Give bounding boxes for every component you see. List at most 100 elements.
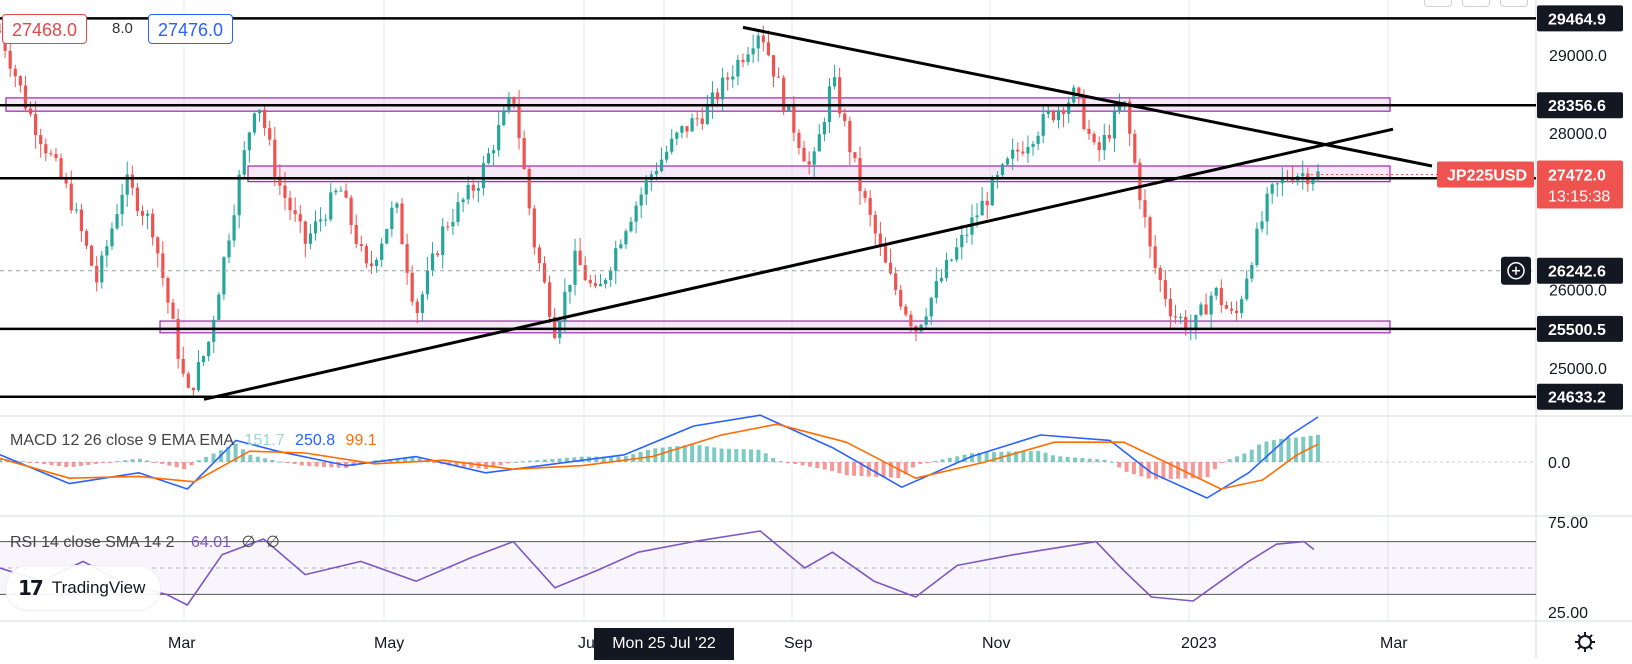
candle [522, 138, 526, 169]
candle [100, 255, 104, 283]
rsi-extra-1: ∅ [241, 534, 256, 551]
rising-trendline[interactable] [203, 127, 1394, 401]
level-price-text: 29464.9 [1548, 11, 1606, 28]
macd-histogram-bar [1117, 462, 1122, 468]
macd-histogram-bar [741, 449, 746, 462]
macd-histogram-bar [675, 446, 680, 462]
macd-histogram-bar [756, 449, 761, 462]
level-price-label [1537, 5, 1623, 32]
candle [390, 207, 394, 230]
macd-histogram-bar [690, 444, 695, 462]
toolbar-button[interactable] [1500, 0, 1528, 7]
candle [1214, 287, 1218, 296]
sell-price-button[interactable]: 27468.0 [2, 14, 88, 44]
candle [1117, 106, 1122, 112]
candle [1112, 111, 1117, 139]
candle [135, 187, 139, 212]
macd-histogram-bar [152, 462, 157, 463]
candle [812, 151, 816, 165]
macd-histogram-bar [1006, 451, 1011, 462]
gear-icon[interactable] [1578, 635, 1592, 649]
macd-histogram-bar [1139, 462, 1144, 477]
candle [1260, 221, 1264, 229]
macd-histogram-bar [167, 462, 172, 466]
macd-histogram-bar [123, 460, 128, 462]
level-price-label [1537, 92, 1623, 119]
macd-histogram-bar [395, 458, 400, 462]
candle [980, 200, 984, 216]
macd-histogram-bar [255, 456, 260, 462]
macd-histogram-bar [564, 457, 569, 462]
countdown-text: 13:15:38 [1548, 188, 1610, 205]
support-resistance-zone[interactable] [159, 320, 1391, 334]
candle [1021, 151, 1025, 154]
macd-histogram-bar [417, 457, 422, 462]
macd-histogram-bar [785, 462, 790, 463]
spread-value: 8.0 [112, 20, 133, 37]
candle [1046, 111, 1050, 115]
logo-text: TradingView [51, 578, 146, 597]
candle [466, 184, 470, 200]
macd-histogram-bar [704, 446, 709, 462]
candle [344, 190, 348, 198]
macd-histogram-bar [1183, 462, 1188, 479]
candle [217, 294, 221, 320]
candle [527, 168, 531, 209]
macd-histogram-bar [137, 458, 142, 462]
candle [181, 358, 185, 374]
candle [425, 270, 430, 295]
tradingview-logo[interactable]: 17 TradingView [6, 566, 160, 610]
level-price-label [1537, 315, 1623, 342]
candle [263, 109, 267, 129]
macd-histogram-bar [1198, 462, 1203, 478]
candle [1280, 177, 1284, 184]
macd-histogram-bar [454, 462, 459, 467]
candle [400, 203, 404, 245]
candle [746, 54, 750, 63]
falling-trendline[interactable] [742, 25, 1433, 168]
macd-histogram-bar [233, 443, 238, 462]
macd-histogram-bar [20, 461, 25, 463]
candle [1229, 308, 1234, 311]
candle [252, 113, 257, 133]
macd-histogram-bar [329, 462, 334, 468]
candle [120, 194, 124, 215]
macd-histogram-bar [1095, 459, 1100, 462]
candle [156, 237, 160, 254]
candle [665, 151, 669, 160]
candle [868, 197, 872, 215]
crosshair-date-label: Mon 25 Jul '22 [594, 628, 734, 660]
candle [369, 263, 374, 267]
candle [1102, 134, 1106, 151]
buy-price-button[interactable]: 27476.0 [148, 14, 234, 44]
toolbar-button[interactable] [1462, 0, 1490, 7]
candle [909, 314, 913, 327]
macd-histogram-bar [520, 461, 525, 463]
macd-histogram-bar [609, 456, 614, 462]
candle [364, 246, 368, 264]
candle [64, 177, 68, 184]
candle [8, 50, 12, 69]
candle [1107, 134, 1111, 139]
candle [863, 191, 867, 198]
price-tick-label: 26000.0 [1549, 283, 1607, 300]
macd-histogram-bar [270, 459, 275, 462]
toolbar-button[interactable] [1424, 0, 1452, 7]
candle [1245, 278, 1249, 300]
macd-histogram-bar [955, 456, 960, 462]
candle [232, 215, 236, 241]
candle [1163, 280, 1167, 300]
candle [624, 231, 628, 245]
macd-histogram-bar [108, 462, 113, 463]
candle [1311, 179, 1315, 185]
candle [731, 76, 735, 80]
macd-histogram-bar [550, 458, 555, 462]
macd-histogram-bar [314, 462, 319, 467]
macd-histogram-bar [336, 462, 341, 468]
candle [710, 92, 715, 106]
candle [771, 55, 776, 77]
candle [675, 132, 679, 139]
macd-histogram-bar [888, 462, 893, 478]
